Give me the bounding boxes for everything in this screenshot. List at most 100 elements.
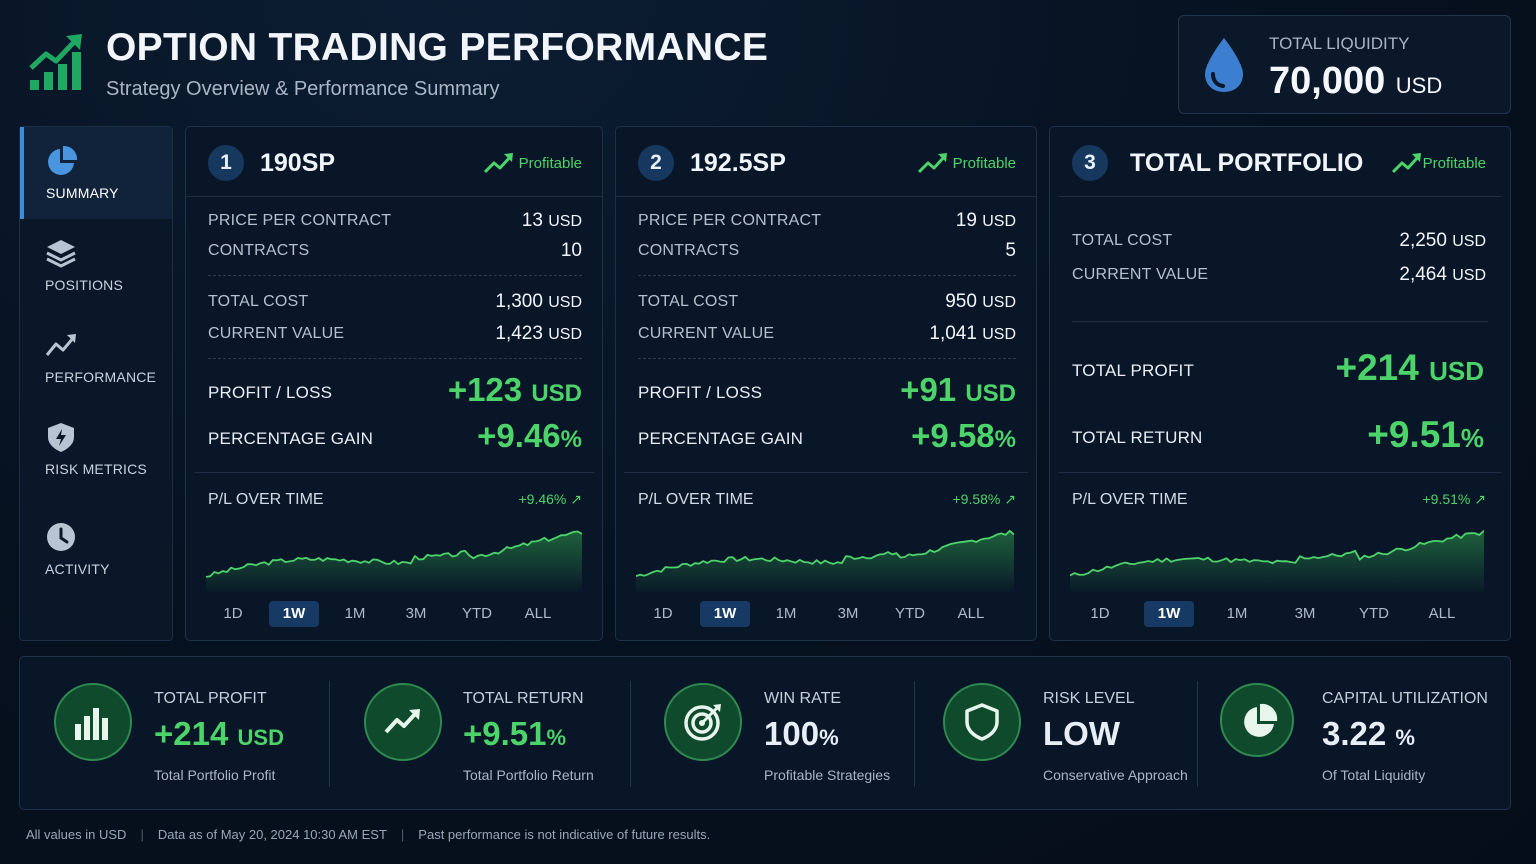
cost-value: 1,300 USD <box>495 291 582 312</box>
price-label: PRICE PER CONTRACT <box>638 212 822 229</box>
metric-value: +9.51% <box>463 715 567 752</box>
range-1m[interactable]: 1M <box>1226 605 1248 622</box>
metric-icon-badge <box>943 683 1021 761</box>
status-badge: Profitable <box>518 155 582 172</box>
range-all[interactable]: ALL <box>1428 605 1456 622</box>
range-all[interactable]: ALL <box>957 605 985 622</box>
shield-icon <box>965 703 999 741</box>
contracts-row: CONTRACTS 10 <box>208 240 582 266</box>
pl-sparkline-chart <box>636 529 1014 592</box>
divider <box>638 358 1016 359</box>
growth-chart-logo-icon <box>29 34 82 90</box>
chart-title: P/L OVER TIME <box>638 491 754 508</box>
water-drop-icon <box>1205 38 1243 92</box>
divider <box>194 472 594 473</box>
metric-value: +214 USD <box>154 715 284 752</box>
sidebar-item-performance[interactable]: PERFORMANCE <box>20 311 172 403</box>
card-title: TOTAL PORTFOLIO <box>1130 149 1364 177</box>
page-title: OPTION TRADING PERFORMANCE <box>106 26 769 69</box>
status-badge: Profitable <box>1422 155 1486 172</box>
range-ytd[interactable]: YTD <box>462 605 492 622</box>
range-1d[interactable]: 1D <box>653 605 673 622</box>
chart-gain: +9.46% ↗ <box>518 491 583 507</box>
metric-caption: Total Portfolio Profit <box>154 767 276 783</box>
total-profit-row: TOTAL PROFIT +214 USD <box>1072 347 1490 388</box>
current-value: 2,464 USD <box>1399 264 1486 285</box>
time-range-selector: 1D 1W 1M 3M YTD ALL <box>636 601 1016 629</box>
footer-units: All values in USD <box>26 827 127 842</box>
chart-title: P/L OVER TIME <box>1072 491 1188 508</box>
trend-up-icon <box>918 153 947 174</box>
cost-row: TOTAL COST 1,300 USD <box>208 291 582 317</box>
profit-loss-row: PROFIT / LOSS +123 USD <box>208 371 582 408</box>
metric-label: RISK LEVEL <box>1043 690 1135 707</box>
metric-label: CAPITAL UTILIZATION <box>1322 690 1488 707</box>
percentage-gain-value: +9.46% <box>477 417 582 454</box>
sidebar-item-positions[interactable]: POSITIONS <box>20 219 172 311</box>
range-all[interactable]: ALL <box>524 605 552 622</box>
cost-label: TOTAL COST <box>208 293 309 310</box>
target-icon <box>684 704 721 741</box>
trend-up-icon <box>1392 153 1421 174</box>
percentage-gain-label: PERCENTAGE GAIN <box>208 429 374 448</box>
cost-row: TOTAL COST 2,250 USD <box>1072 230 1490 256</box>
contracts-row: CONTRACTS 5 <box>638 240 1016 266</box>
metric-value: 3.22 % <box>1322 715 1415 752</box>
sidebar-item-activity[interactable]: ACTIVITY <box>20 503 172 595</box>
pie-chart-icon <box>1244 703 1278 737</box>
percentage-gain-row: PERCENTAGE GAIN +9.58% <box>638 417 1016 454</box>
cost-value: 2,250 USD <box>1399 230 1486 251</box>
range-3m[interactable]: 3M <box>1294 605 1316 622</box>
current-value-label: CURRENT VALUE <box>208 325 345 342</box>
price-row: PRICE PER CONTRACT 19 USD <box>638 210 1016 236</box>
range-ytd[interactable]: YTD <box>1359 605 1389 622</box>
range-1d[interactable]: 1D <box>223 605 243 622</box>
profit-loss-value: +123 USD <box>447 371 582 408</box>
liquidity-label: TOTAL LIQUIDITY <box>1269 34 1410 53</box>
liquidity-value: 70,000 USD <box>1269 60 1443 102</box>
card-number-badge: 3 <box>1072 145 1108 181</box>
metric-caption: Total Portfolio Return <box>463 767 594 783</box>
divider <box>914 681 915 787</box>
chart-title: P/L OVER TIME <box>208 491 324 508</box>
sidebar-item-label: POSITIONS <box>45 277 124 293</box>
metric-caption: Conservative Approach <box>1043 767 1188 783</box>
footer-disclaimer: Past performance is not indicative of fu… <box>418 827 711 842</box>
divider <box>630 681 631 787</box>
sidebar-item-risk-metrics[interactable]: RISK METRICS <box>20 403 172 495</box>
sidebar-item-summary[interactable]: SUMMARY <box>20 127 172 219</box>
contracts-label: CONTRACTS <box>638 242 740 259</box>
metric-icon-badge <box>1220 683 1294 757</box>
card-header: 1 190SP Profitable <box>186 127 602 197</box>
sidebar-item-label: SUMMARY <box>46 185 119 201</box>
range-3m[interactable]: 3M <box>837 605 859 622</box>
summary-metrics-bar: TOTAL PROFIT +214 USD Total Portfolio Pr… <box>19 656 1511 810</box>
percentage-gain-value: +9.58% <box>911 417 1016 454</box>
range-1w[interactable]: 1W <box>269 601 319 627</box>
divider <box>1072 321 1488 322</box>
profit-loss-label: PROFIT / LOSS <box>208 383 333 402</box>
range-3m[interactable]: 3M <box>405 605 427 622</box>
range-1m[interactable]: 1M <box>775 605 797 622</box>
trend-line-icon <box>45 334 76 356</box>
metric-value: LOW <box>1043 715 1120 752</box>
range-ytd[interactable]: YTD <box>895 605 925 622</box>
range-1d[interactable]: 1D <box>1090 605 1110 622</box>
range-1w[interactable]: 1W <box>700 601 750 627</box>
metric-total-return: TOTAL RETURN +9.51% Total Portfolio Retu… <box>364 657 634 811</box>
metric-icon-badge <box>54 683 132 761</box>
profit-loss-row: PROFIT / LOSS +91 USD <box>638 371 1016 408</box>
price-value: 19 USD <box>955 210 1016 231</box>
card-header: 3 TOTAL PORTFOLIO Profitable <box>1058 127 1502 197</box>
total-return-label: TOTAL RETURN <box>1072 428 1203 447</box>
time-range-selector: 1D 1W 1M 3M YTD ALL <box>206 601 582 629</box>
divider <box>1197 681 1198 787</box>
range-1m[interactable]: 1M <box>344 605 366 622</box>
chart-gain: +9.51% ↗ <box>1422 491 1487 507</box>
metric-value: 100% <box>764 715 839 752</box>
current-value-label: CURRENT VALUE <box>638 325 775 342</box>
metric-total-profit: TOTAL PROFIT +214 USD Total Portfolio Pr… <box>54 657 334 811</box>
range-1w[interactable]: 1W <box>1144 601 1194 627</box>
sparkline-line <box>1070 530 1484 577</box>
card-title: 190SP <box>260 149 336 177</box>
